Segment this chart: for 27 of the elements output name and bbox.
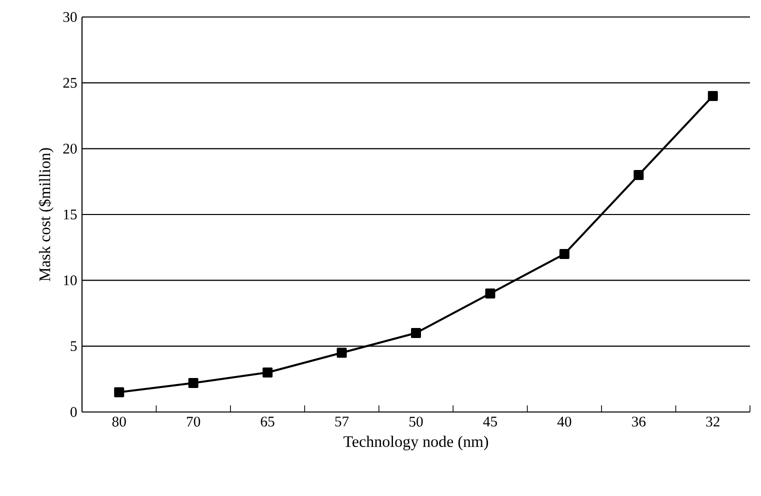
x-tick-label: 70 <box>186 416 200 427</box>
x-tick-label: 50 <box>410 416 423 427</box>
y-tick-label: 20 <box>63 144 77 154</box>
y-tick-label: 25 <box>63 78 77 88</box>
point <box>634 170 644 180</box>
y-tick-label: 10 <box>64 275 77 286</box>
point <box>336 348 347 358</box>
x-tick-label: 40 <box>557 416 572 427</box>
point <box>410 328 421 338</box>
y-tick-label: 5 <box>70 341 77 352</box>
point <box>188 378 198 388</box>
y-tick-label: 0 <box>70 407 77 417</box>
point <box>262 367 273 378</box>
point <box>485 288 496 298</box>
point <box>708 90 718 101</box>
x-tick-label: 80 <box>112 416 126 427</box>
y-axis-title: Mask cost ($million) <box>38 148 54 282</box>
x-tick-label: 65 <box>260 416 274 427</box>
x-tick-label: 32 <box>706 416 720 427</box>
y-tick-label: 15 <box>64 210 77 220</box>
x-tick-label: 45 <box>483 416 497 426</box>
x-tick-label: 36 <box>632 416 646 427</box>
x-axis-title: Technology node (nm) <box>344 436 488 450</box>
y-tick-label: 30 <box>63 12 77 22</box>
point <box>559 248 570 259</box>
point <box>114 387 124 398</box>
x-tick-label: 57 <box>335 416 349 426</box>
